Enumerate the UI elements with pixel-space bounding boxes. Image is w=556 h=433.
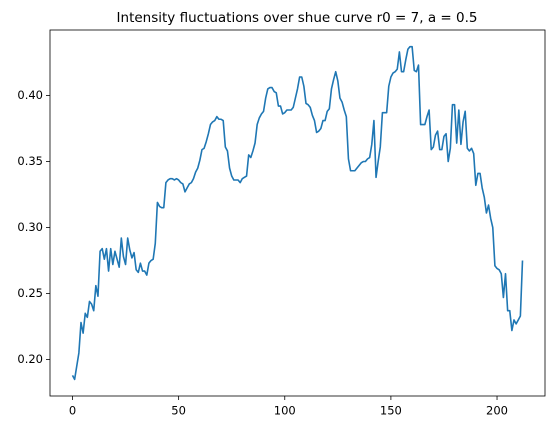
y-tick-label: 0.40 — [17, 88, 43, 102]
x-tick-label: 0 — [69, 404, 76, 418]
x-tick-label: 150 — [380, 404, 402, 418]
y-tick-label: 0.25 — [17, 286, 43, 300]
chart-title: Intensity fluctuations over shue curve r… — [117, 10, 478, 26]
x-tick-label: 100 — [274, 404, 296, 418]
y-tick-label: 0.20 — [17, 352, 43, 366]
data-line — [71, 45, 524, 381]
x-tick-label: 200 — [486, 404, 508, 418]
plot-frame — [49, 29, 546, 397]
y-tick-label: 0.30 — [17, 220, 43, 234]
x-tick-label: 50 — [171, 404, 186, 418]
y-tick-label: 0.35 — [17, 154, 43, 168]
